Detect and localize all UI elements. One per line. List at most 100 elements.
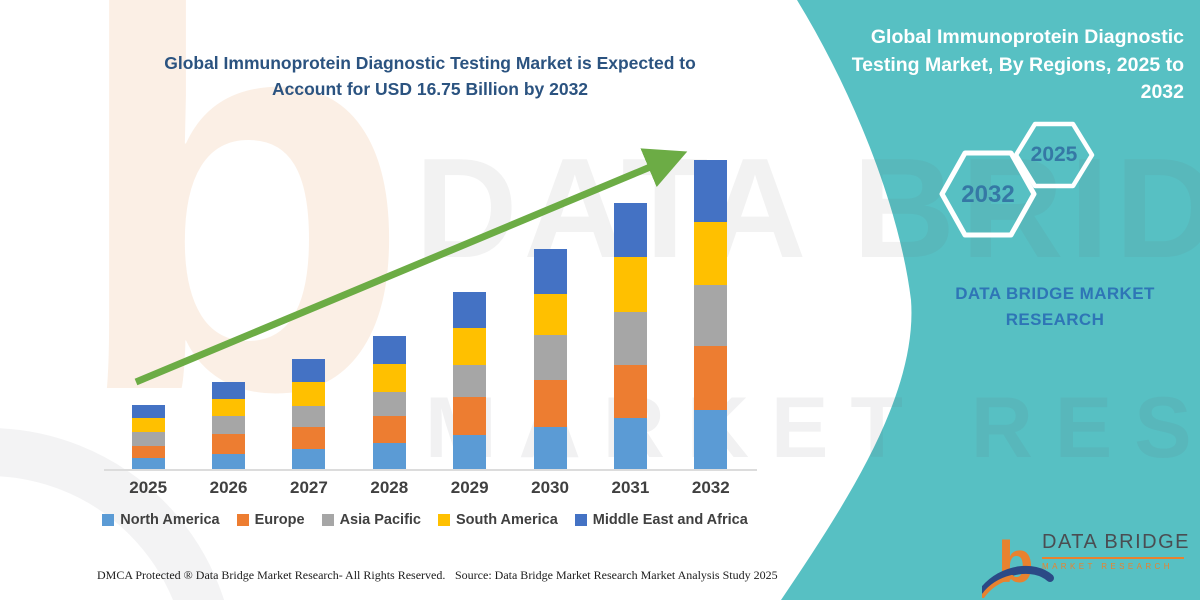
legend-label-europe: Europe <box>254 512 305 528</box>
logo-rule <box>1042 557 1184 559</box>
segment-south-america-2031 <box>613 256 647 312</box>
chart-title-line2: Account for USD 16.75 Billion by 2032 <box>271 79 589 100</box>
segment-asia-pacific-2031 <box>613 311 647 365</box>
x-axis-line <box>104 469 757 471</box>
hexagon-2032-label: 2032 <box>961 181 1014 208</box>
segment-south-america-2025 <box>131 417 165 433</box>
bar-slot-2025 <box>108 405 188 470</box>
footer-source-text: Source: Data Bridge Market Research Mark… <box>455 568 778 582</box>
segment-middle-east-and-africa-2029 <box>453 292 487 328</box>
x-axis-label-2030: 2030 <box>531 478 569 497</box>
x-axis-label-2029: 2029 <box>450 478 489 497</box>
stacked-bar-2028 <box>372 336 406 470</box>
panel-brand-text: DATA BRIDGE MARKET RESEARCH <box>930 281 1180 332</box>
stacked-bar-2025 <box>131 405 165 470</box>
legend-item-north-america: North America <box>102 512 220 528</box>
legend-swatch-north-america <box>102 514 115 526</box>
segment-europe-2031 <box>613 364 647 419</box>
stacked-bar-2027 <box>292 359 326 470</box>
segment-europe-2028 <box>372 416 406 444</box>
hexagon-2032 <box>939 150 1037 238</box>
x-axis-label-2031: 2031 <box>611 478 650 497</box>
stacked-bar-2029 <box>453 292 487 470</box>
segment-europe-2025 <box>131 446 165 458</box>
stacked-bar-2026 <box>212 381 246 470</box>
segment-middle-east-and-africa-2028 <box>372 336 406 365</box>
legend-label-south-america: South America <box>456 512 558 528</box>
legend-swatch-asia-pacific <box>321 514 334 526</box>
segment-asia-pacific-2030 <box>533 334 567 381</box>
segment-north-america-2025 <box>131 457 165 470</box>
segment-middle-east-and-africa-2026 <box>212 381 246 400</box>
panel-title-line2: Testing Market, By Regions, 2025 to <box>851 53 1184 76</box>
logo-subtitle: MARKET RESEARCH <box>1042 562 1173 571</box>
panel-brand-line1: DATA BRIDGE MARKET <box>955 284 1155 303</box>
chart-title-line1: Global Immunoprotein Diagnostic Testing … <box>164 53 696 73</box>
hexagon-2025-label: 2025 <box>1031 143 1078 166</box>
chart-title: Global Immunoprotein Diagnostic Testing … <box>100 50 760 103</box>
bar-slot-2032 <box>671 160 751 470</box>
stacked-bar-2030 <box>533 249 567 470</box>
legend-item-middle-east-and-africa: Middle East and Africa <box>574 512 748 528</box>
footer-dmca-text: DMCA Protected ® Data Bridge Market Rese… <box>97 568 446 582</box>
segment-south-america-2028 <box>372 364 406 392</box>
segment-north-america-2030 <box>533 426 567 470</box>
bar-slot-2028 <box>349 336 429 470</box>
stacked-bar-2032 <box>694 160 728 470</box>
legend-label-middle-east-and-africa: Middle East and Africa <box>592 512 748 528</box>
bar-slot-2029 <box>430 292 510 470</box>
legend-label-asia-pacific: Asia Pacific <box>339 512 421 528</box>
segment-asia-pacific-2028 <box>372 391 406 417</box>
segment-middle-east-and-africa-2031 <box>613 203 647 257</box>
panel-title: Global Immunoprotein Diagnostic Testing … <box>814 24 1184 107</box>
segment-north-america-2028 <box>372 443 406 470</box>
hexagon-2025 <box>1013 121 1095 189</box>
segment-europe-2026 <box>212 434 246 455</box>
legend-swatch-south-america <box>438 514 450 526</box>
legend-item-south-america: South America <box>438 512 558 528</box>
segment-europe-2029 <box>453 396 487 435</box>
data-bridge-logo-icon: b <box>982 530 1054 598</box>
segment-asia-pacific-2026 <box>212 416 246 435</box>
svg-text:b: b <box>998 530 1033 595</box>
data-bridge-logo-text: DATA BRIDGE MARKET RESEARCH <box>1042 531 1192 571</box>
stacked-bar-2031 <box>613 203 647 470</box>
bar-slot-2027 <box>269 359 349 470</box>
bar-chart-plot <box>108 160 751 470</box>
segment-north-america-2026 <box>212 454 246 470</box>
segment-europe-2030 <box>533 380 567 427</box>
segment-middle-east-and-africa-2027 <box>292 359 326 382</box>
x-axis-labels: 2025 2026 2027 2028 2029 2030 2031 2032 <box>108 478 751 498</box>
x-axis-label-2026: 2026 <box>209 478 248 497</box>
segment-asia-pacific-2032 <box>694 285 728 346</box>
legend-item-europe: Europe <box>236 512 305 528</box>
segment-south-america-2029 <box>453 327 487 366</box>
segment-asia-pacific-2029 <box>453 365 487 397</box>
legend-swatch-middle-east-and-africa <box>574 514 587 526</box>
bar-slot-2031 <box>590 203 670 470</box>
segment-middle-east-and-africa-2030 <box>533 249 567 294</box>
legend-swatch-europe <box>236 514 249 526</box>
segment-south-america-2027 <box>292 381 326 407</box>
segment-north-america-2032 <box>694 410 728 470</box>
segment-south-america-2030 <box>533 293 567 335</box>
segment-asia-pacific-2027 <box>292 406 326 427</box>
segment-north-america-2029 <box>453 435 487 470</box>
segment-north-america-2027 <box>292 449 326 470</box>
segment-europe-2032 <box>694 345 728 411</box>
legend: North America Europe Asia Pacific South Ame… <box>85 512 765 528</box>
x-axis-label-2032: 2032 <box>691 478 730 497</box>
legend-label-north-america: North America <box>120 512 220 528</box>
segment-middle-east-and-africa-2025 <box>131 405 165 418</box>
x-axis-label-2025: 2025 <box>129 478 168 497</box>
hexagon-years-graphic: 2032 2025 <box>939 121 1095 238</box>
segment-north-america-2031 <box>613 418 647 470</box>
panel-title-line1: Global Immunoprotein Diagnostic <box>870 26 1184 48</box>
bar-slot-2030 <box>510 249 590 470</box>
segment-europe-2027 <box>292 426 326 450</box>
bar-slot-2026 <box>188 381 268 470</box>
legend-item-asia-pacific: Asia Pacific <box>321 512 421 528</box>
